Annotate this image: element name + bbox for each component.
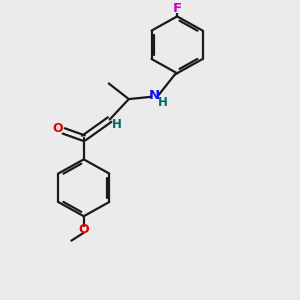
Text: O: O	[78, 224, 89, 236]
Text: N: N	[149, 88, 160, 102]
Text: H: H	[158, 96, 168, 109]
Text: H: H	[112, 118, 122, 131]
Text: O: O	[52, 122, 63, 135]
Text: F: F	[172, 2, 182, 15]
